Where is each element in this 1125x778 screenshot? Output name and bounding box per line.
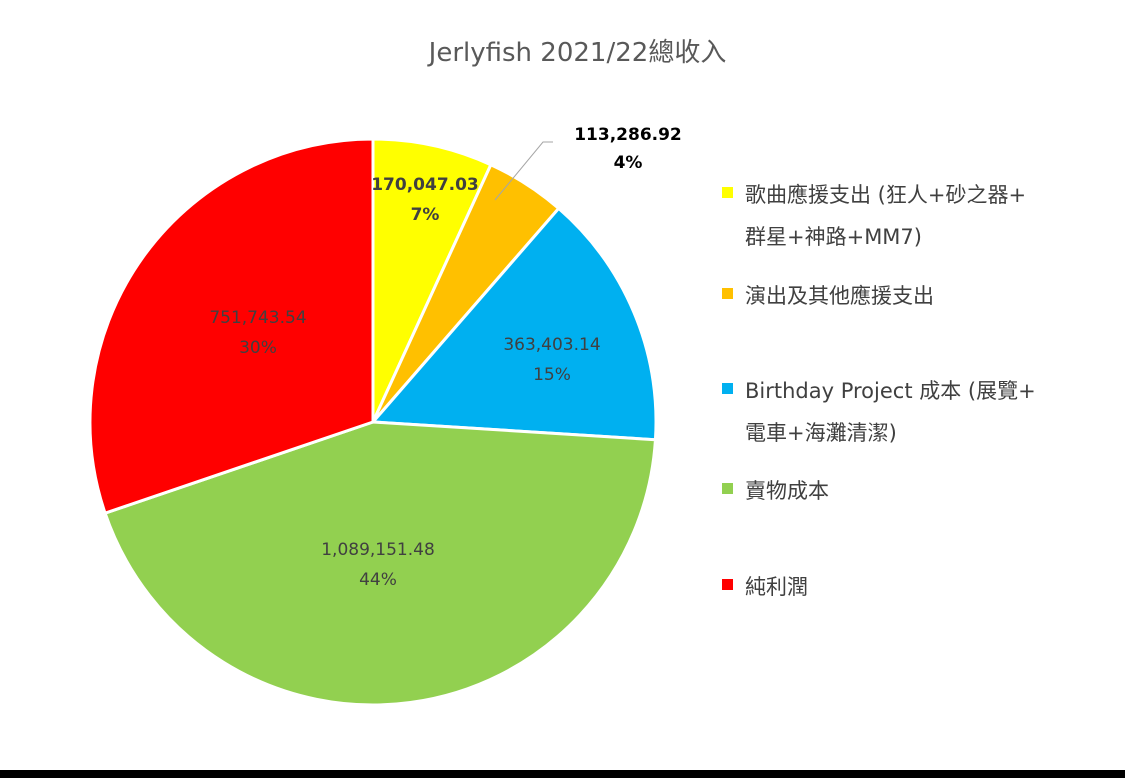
legend-item: Birthday Project 成本 (展覽+ 電車+海灘清潔) — [722, 370, 1102, 454]
legend-label-line: 演出及其他應援支出 — [745, 284, 934, 308]
slice-value-label: 751,743.54 — [209, 308, 306, 328]
legend-label: 演出及其他應援支出 — [745, 275, 934, 317]
pie-slice — [103, 420, 658, 707]
legend-label-line: 純利潤 — [745, 575, 808, 599]
legend-item: 演出及其他應援支出 — [722, 275, 1102, 317]
slice-percent-label: 7% — [411, 205, 440, 225]
legend-swatch — [722, 288, 733, 299]
legend-item: 歌曲應援支出 (狂人+砂之器+ 群星+神路+MM7) — [722, 174, 1102, 258]
bottom-border — [0, 770, 1125, 778]
slice-value-label: 1,089,151.48 — [321, 540, 435, 560]
legend-swatch — [722, 579, 733, 590]
legend-label-line: Birthday Project 成本 (展覽+ — [745, 379, 1036, 403]
slice-value-label: 113,286.92 — [574, 125, 682, 145]
legend-label-line: 群星+神路+MM7) — [745, 225, 922, 249]
slice-value-label: 170,047.03 — [371, 175, 479, 195]
slice-percent-label: 30% — [239, 338, 277, 358]
legend-swatch — [722, 187, 733, 198]
leader-lines — [494, 141, 553, 201]
legend-swatch — [722, 383, 733, 394]
pie-slice — [369, 206, 658, 442]
legend-label: 歌曲應援支出 (狂人+砂之器+ 群星+神路+MM7) — [745, 174, 1026, 258]
pie-slice — [88, 137, 375, 516]
slice-percent-label: 44% — [359, 570, 397, 590]
legend-label: 純利潤 — [745, 566, 808, 608]
chart-title: Jerlyfish 2021/22總收入 — [428, 38, 727, 68]
slice-percent-label: 15% — [533, 365, 571, 385]
legend-label-line: 電車+海灘清潔) — [745, 421, 897, 445]
pie-slices — [88, 137, 658, 707]
slice-percent-label: 4% — [614, 153, 643, 173]
legend-label-line: 歌曲應援支出 (狂人+砂之器+ — [745, 183, 1027, 207]
pie-slice — [371, 137, 493, 423]
legend-label-line: 賣物成本 — [745, 479, 829, 503]
legend-label: Birthday Project 成本 (展覽+ 電車+海灘清潔) — [745, 370, 1036, 454]
legend-label: 賣物成本 — [745, 470, 829, 512]
slice-labels: 170,047.03 7% 113,286.92 4% 363,403.14 15% 1,0… — [209, 125, 681, 590]
legend-item: 純利潤 — [722, 566, 1102, 608]
legend-swatch — [722, 483, 733, 494]
slice-value-label: 363,403.14 — [503, 335, 600, 355]
leader-line — [494, 141, 553, 201]
legend-item: 賣物成本 — [722, 470, 1102, 512]
